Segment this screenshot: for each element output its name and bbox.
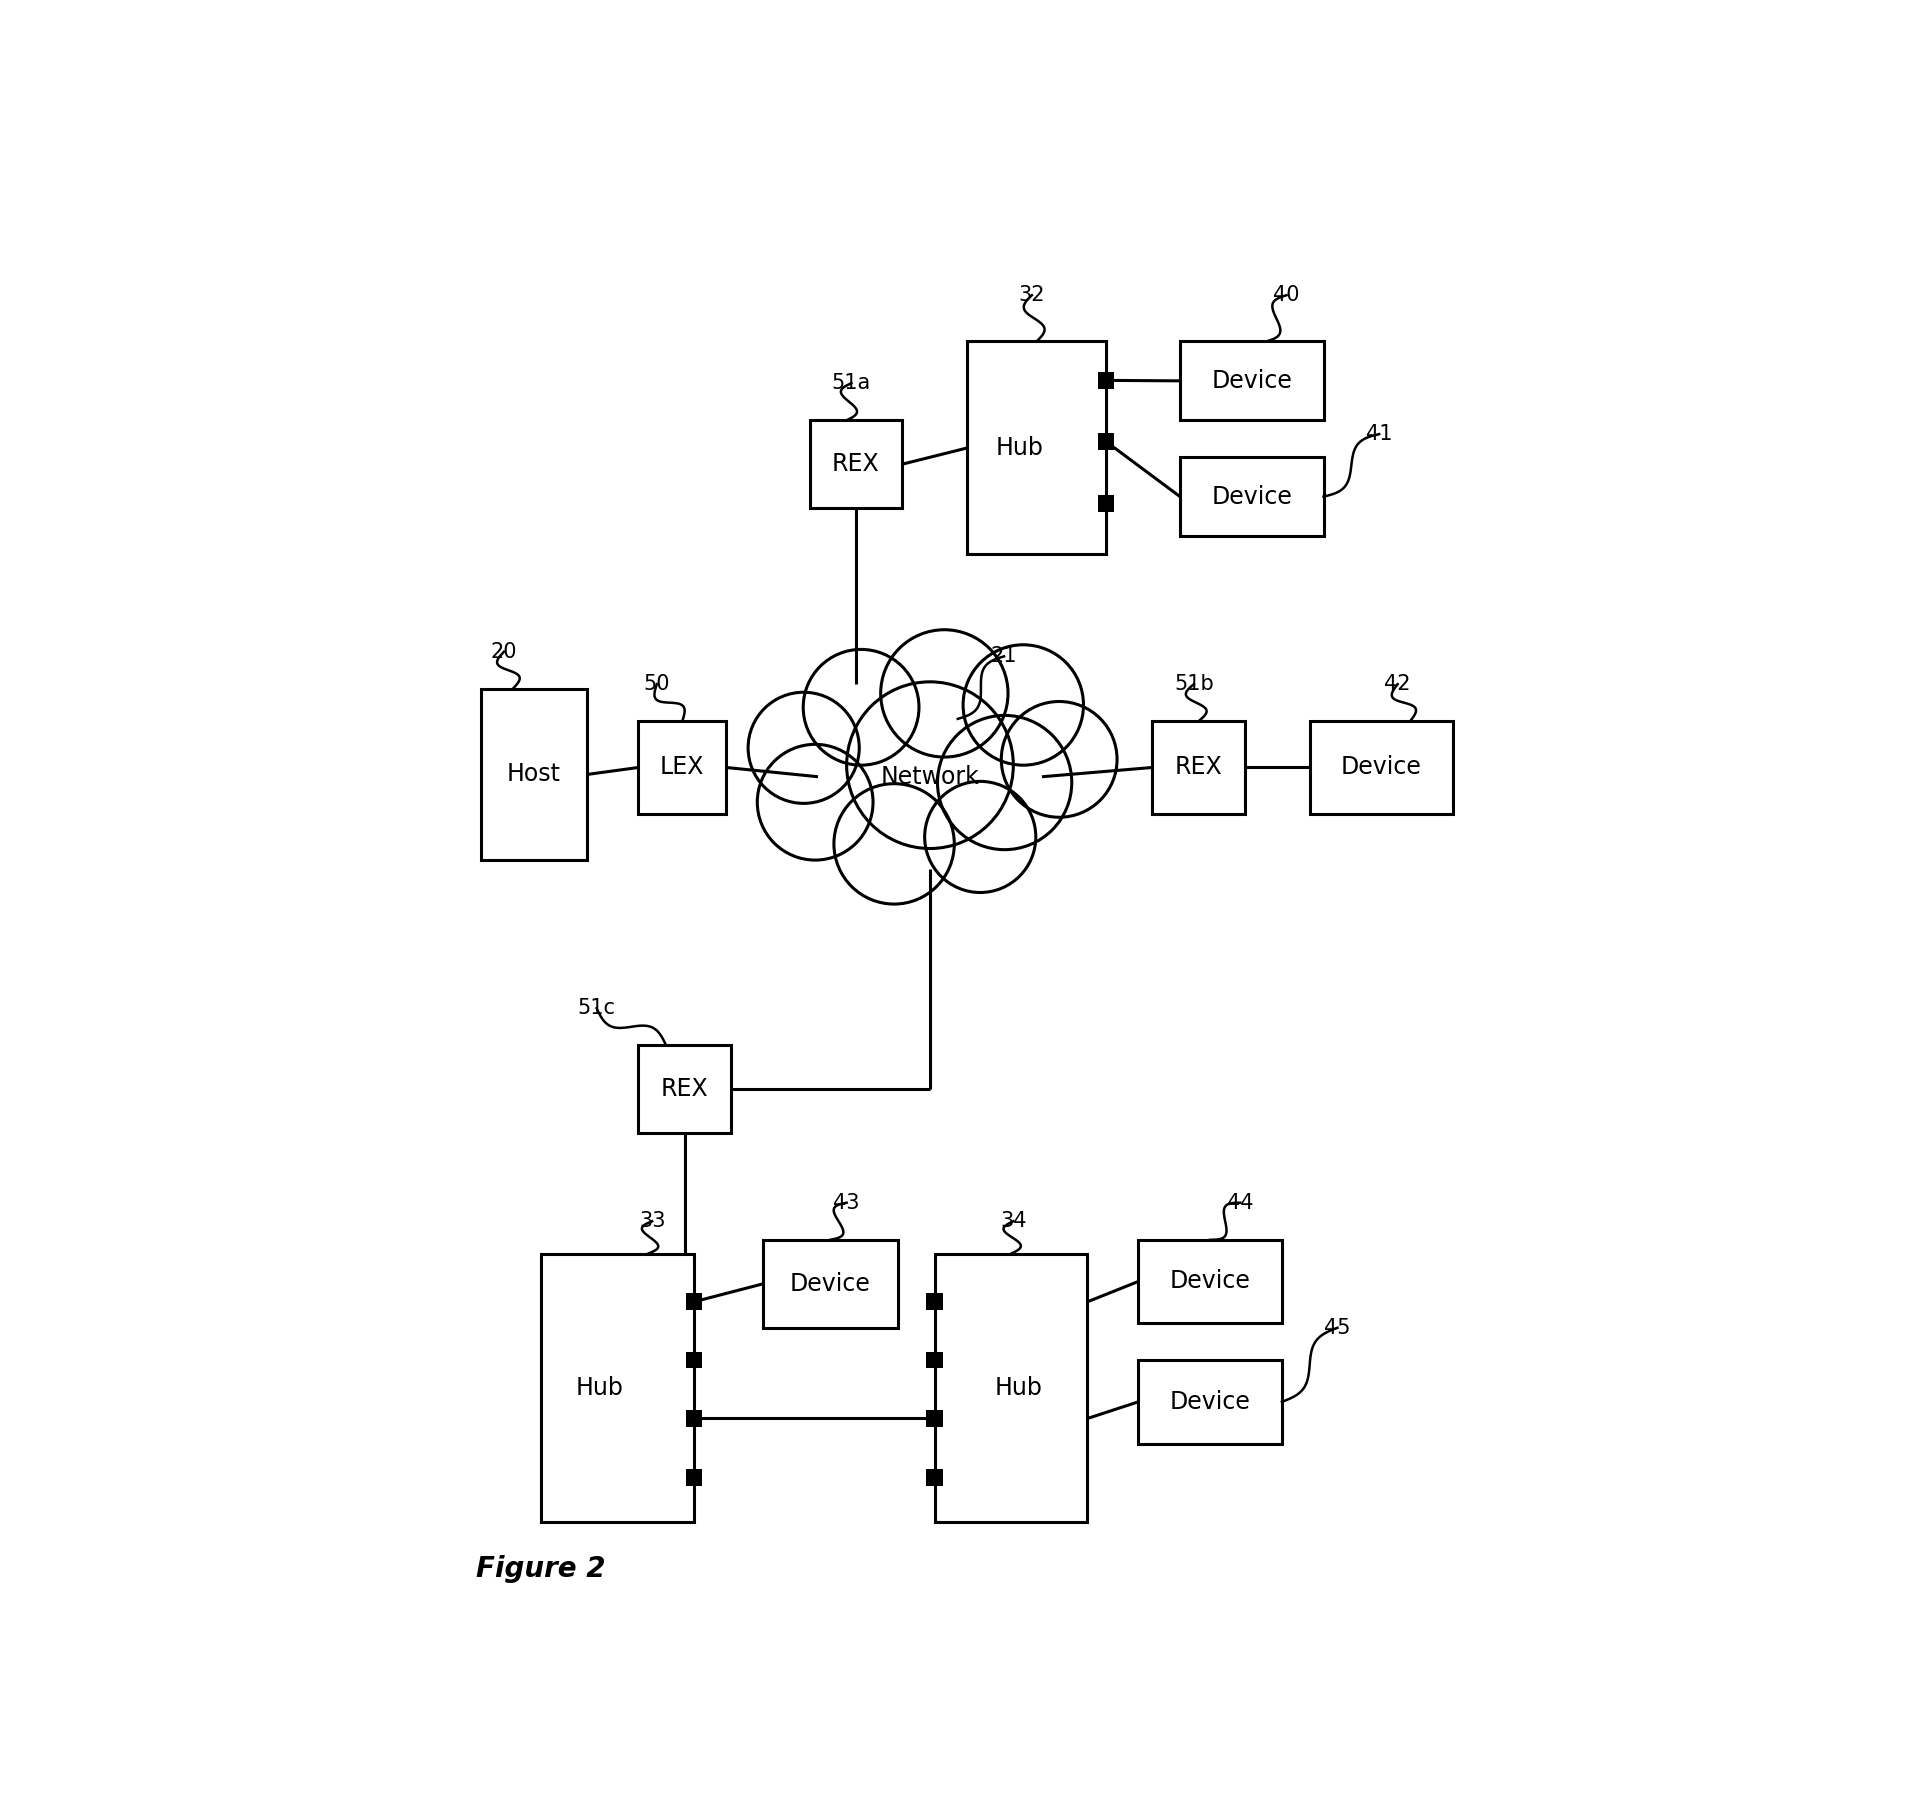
FancyBboxPatch shape <box>926 1351 944 1369</box>
Text: 20: 20 <box>490 642 517 662</box>
Circle shape <box>758 745 873 861</box>
Text: Device: Device <box>1342 756 1422 779</box>
FancyBboxPatch shape <box>685 1293 702 1310</box>
Text: 43: 43 <box>833 1192 859 1212</box>
Text: 44: 44 <box>1227 1192 1254 1212</box>
FancyBboxPatch shape <box>480 689 588 861</box>
FancyBboxPatch shape <box>1139 1360 1282 1443</box>
FancyBboxPatch shape <box>926 1411 944 1427</box>
Circle shape <box>880 630 1009 758</box>
FancyBboxPatch shape <box>1309 722 1453 814</box>
Text: REX: REX <box>660 1077 708 1100</box>
Text: REX: REX <box>833 453 880 476</box>
Circle shape <box>938 716 1072 850</box>
FancyBboxPatch shape <box>934 1254 1087 1523</box>
FancyBboxPatch shape <box>685 1411 702 1427</box>
Text: 21: 21 <box>991 646 1018 666</box>
FancyBboxPatch shape <box>1152 722 1244 814</box>
FancyBboxPatch shape <box>764 1239 898 1328</box>
FancyBboxPatch shape <box>1139 1239 1282 1322</box>
Text: 32: 32 <box>1018 285 1045 305</box>
FancyBboxPatch shape <box>1097 496 1114 512</box>
FancyBboxPatch shape <box>926 1293 944 1310</box>
Circle shape <box>835 783 955 904</box>
Text: Hub: Hub <box>995 1376 1043 1400</box>
FancyBboxPatch shape <box>1097 433 1114 449</box>
Text: 51a: 51a <box>833 373 871 393</box>
FancyBboxPatch shape <box>810 420 901 509</box>
Circle shape <box>963 644 1083 765</box>
Text: Device: Device <box>790 1272 871 1295</box>
Circle shape <box>924 781 1035 893</box>
FancyBboxPatch shape <box>637 722 725 814</box>
Text: 51b: 51b <box>1173 675 1213 695</box>
Text: 33: 33 <box>639 1210 666 1232</box>
Text: LEX: LEX <box>660 756 704 779</box>
Circle shape <box>846 682 1013 848</box>
Text: 50: 50 <box>643 675 670 695</box>
Circle shape <box>748 693 859 803</box>
Text: Network: Network <box>880 765 980 788</box>
Text: 40: 40 <box>1273 285 1300 305</box>
Text: 34: 34 <box>1001 1210 1026 1232</box>
Text: Host: Host <box>507 763 561 787</box>
FancyBboxPatch shape <box>637 1045 731 1133</box>
Circle shape <box>1001 702 1118 817</box>
Text: Hub: Hub <box>576 1376 624 1400</box>
Circle shape <box>804 649 919 765</box>
Text: 41: 41 <box>1367 424 1391 444</box>
FancyBboxPatch shape <box>967 341 1106 554</box>
Text: Device: Device <box>1212 368 1292 393</box>
Text: 45: 45 <box>1324 1317 1351 1339</box>
Text: Device: Device <box>1212 485 1292 509</box>
FancyBboxPatch shape <box>685 1351 702 1369</box>
Text: 51c: 51c <box>578 998 616 1017</box>
Text: Device: Device <box>1169 1389 1250 1414</box>
Text: Device: Device <box>1169 1270 1250 1293</box>
FancyBboxPatch shape <box>1181 456 1324 536</box>
FancyBboxPatch shape <box>926 1470 944 1486</box>
Text: 42: 42 <box>1384 675 1411 695</box>
Text: REX: REX <box>1175 756 1223 779</box>
FancyBboxPatch shape <box>1097 372 1114 388</box>
FancyBboxPatch shape <box>685 1470 702 1486</box>
Text: Figure 2: Figure 2 <box>477 1555 605 1582</box>
FancyBboxPatch shape <box>1181 341 1324 420</box>
FancyBboxPatch shape <box>542 1254 695 1523</box>
Text: Hub: Hub <box>995 437 1043 460</box>
